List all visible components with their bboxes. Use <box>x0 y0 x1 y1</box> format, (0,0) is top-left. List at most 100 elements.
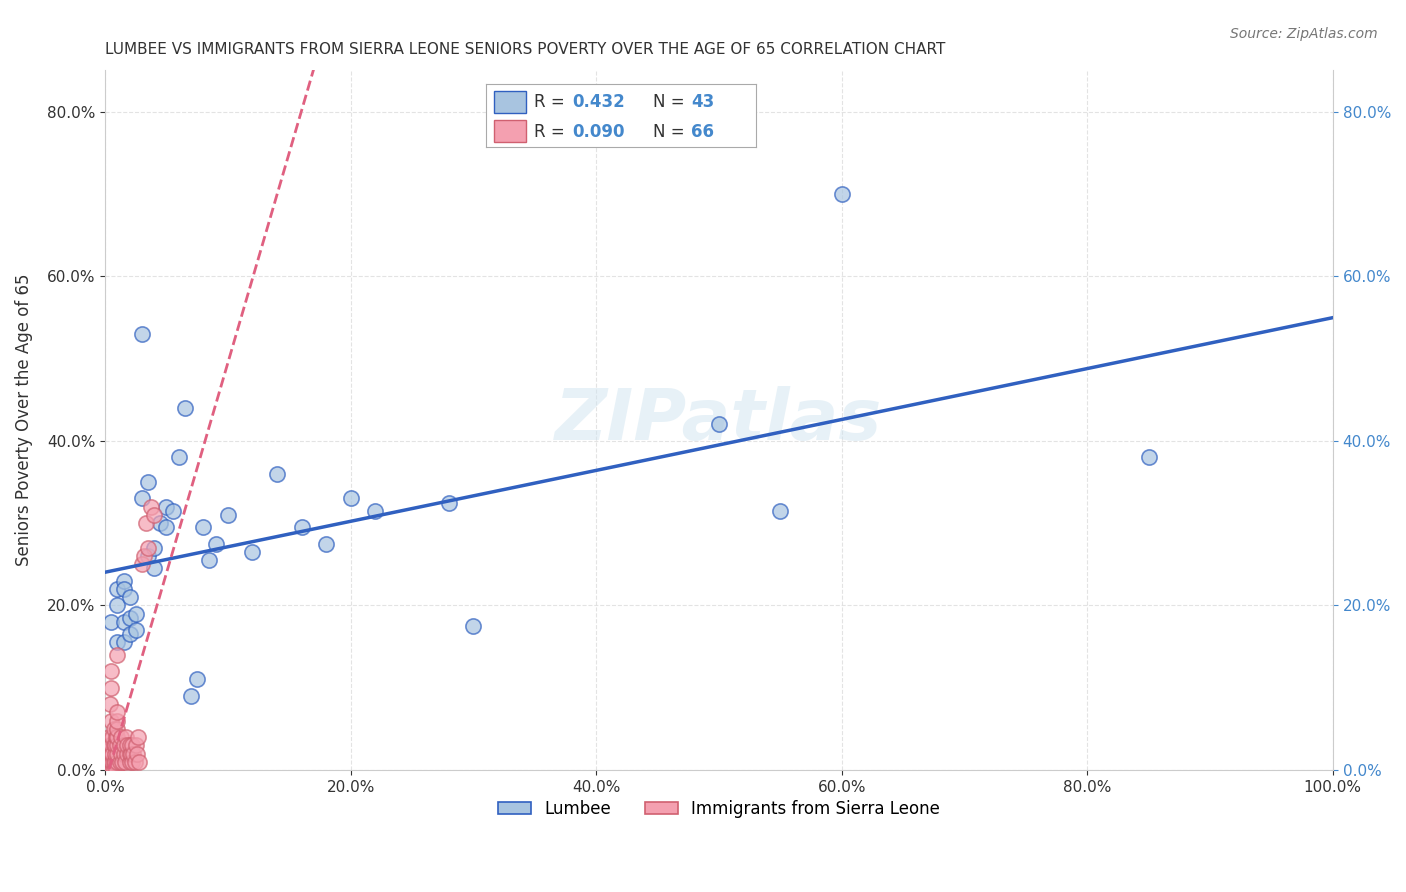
Point <box>204 536 226 550</box>
Point <box>110 730 132 744</box>
Point <box>105 714 128 728</box>
Point <box>100 714 122 728</box>
Point <box>139 500 162 514</box>
Point <box>125 747 148 761</box>
Point <box>112 739 135 753</box>
Point <box>437 495 460 509</box>
Point <box>162 504 184 518</box>
Point <box>122 747 145 761</box>
Point <box>831 186 853 201</box>
Point <box>112 747 135 761</box>
Point <box>131 326 153 341</box>
Point <box>339 491 361 506</box>
Point <box>101 747 124 761</box>
Point <box>217 508 239 522</box>
Point <box>97 763 120 777</box>
Point <box>104 739 127 753</box>
Point <box>167 450 190 465</box>
Point <box>110 747 132 761</box>
Point <box>105 739 128 753</box>
Point <box>136 549 159 563</box>
Point <box>105 755 128 769</box>
Point <box>101 755 124 769</box>
Point <box>103 755 125 769</box>
Point <box>100 615 122 629</box>
Point <box>105 763 128 777</box>
Point <box>131 491 153 506</box>
Point <box>98 755 121 769</box>
Point <box>118 627 141 641</box>
Point <box>105 730 128 744</box>
Point <box>98 697 121 711</box>
Point <box>131 558 153 572</box>
Y-axis label: Seniors Poverty Over the Age of 65: Seniors Poverty Over the Age of 65 <box>15 274 32 566</box>
Point <box>103 722 125 736</box>
Point <box>118 747 141 761</box>
Point <box>97 755 120 769</box>
Point <box>118 739 141 753</box>
Point <box>97 747 120 761</box>
Point <box>174 401 197 415</box>
Point <box>242 545 264 559</box>
Point <box>120 747 142 761</box>
Point <box>124 755 146 769</box>
Point <box>115 730 138 744</box>
Point <box>143 541 166 555</box>
Point <box>105 722 128 736</box>
Text: Source: ZipAtlas.com: Source: ZipAtlas.com <box>1230 27 1378 41</box>
Point <box>108 739 131 753</box>
Point <box>112 582 135 596</box>
Point <box>198 553 221 567</box>
Point <box>112 615 135 629</box>
Point <box>115 747 138 761</box>
Point <box>105 635 128 649</box>
Point <box>186 673 208 687</box>
Point <box>1137 450 1160 465</box>
Point <box>105 648 128 662</box>
Point <box>103 739 125 753</box>
Point <box>125 607 148 621</box>
Point <box>97 730 120 744</box>
Point <box>121 739 143 753</box>
Point <box>121 755 143 769</box>
Point <box>115 739 138 753</box>
Point <box>118 590 141 604</box>
Point <box>100 763 122 777</box>
Point <box>101 730 124 744</box>
Point <box>118 755 141 769</box>
Point <box>707 417 730 432</box>
Point <box>101 763 124 777</box>
Point <box>105 599 128 613</box>
Point <box>100 755 122 769</box>
Point <box>97 739 120 753</box>
Point <box>136 541 159 555</box>
Point <box>111 755 134 769</box>
Point <box>105 730 128 744</box>
Point <box>463 619 485 633</box>
Point <box>266 467 288 481</box>
Point <box>136 475 159 489</box>
Point <box>118 611 141 625</box>
Point <box>193 520 215 534</box>
Point <box>128 755 150 769</box>
Point <box>100 739 122 753</box>
Point <box>290 520 312 534</box>
Point <box>114 755 136 769</box>
Point <box>155 500 177 514</box>
Point <box>104 747 127 761</box>
Point <box>103 763 125 777</box>
Point <box>143 561 166 575</box>
Point <box>112 574 135 588</box>
Point <box>155 520 177 534</box>
Point <box>100 747 122 761</box>
Point <box>105 582 128 596</box>
Point <box>112 635 135 649</box>
Point <box>125 623 148 637</box>
Point <box>100 665 122 679</box>
Point <box>134 549 156 563</box>
Point <box>108 755 131 769</box>
Point <box>180 689 202 703</box>
Point <box>315 536 337 550</box>
Point <box>97 742 120 756</box>
Point <box>143 508 166 522</box>
